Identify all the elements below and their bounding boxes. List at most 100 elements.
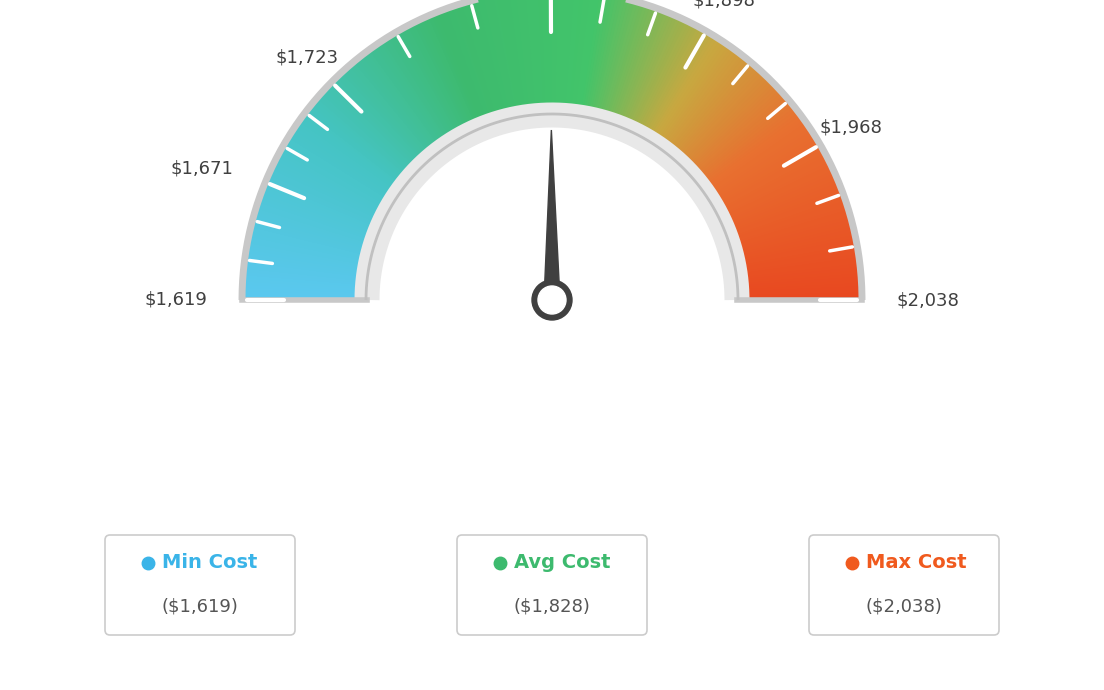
FancyBboxPatch shape	[457, 535, 647, 635]
Wedge shape	[731, 220, 852, 254]
Wedge shape	[242, 297, 367, 300]
Wedge shape	[724, 189, 842, 235]
Text: ($2,038): ($2,038)	[866, 598, 943, 616]
Wedge shape	[677, 72, 764, 165]
Wedge shape	[263, 186, 380, 234]
FancyBboxPatch shape	[809, 535, 999, 635]
Wedge shape	[340, 72, 427, 165]
Wedge shape	[248, 235, 371, 264]
Wedge shape	[656, 43, 729, 148]
Wedge shape	[357, 57, 437, 156]
Wedge shape	[707, 128, 811, 199]
Wedge shape	[258, 198, 378, 241]
Wedge shape	[723, 183, 840, 232]
Wedge shape	[737, 293, 862, 298]
Wedge shape	[311, 102, 410, 184]
Wedge shape	[293, 128, 397, 199]
Wedge shape	[253, 217, 374, 252]
Wedge shape	[254, 210, 375, 248]
Wedge shape	[267, 174, 383, 226]
Wedge shape	[691, 95, 787, 179]
Wedge shape	[658, 46, 732, 149]
Wedge shape	[732, 229, 854, 259]
Wedge shape	[693, 100, 790, 182]
Wedge shape	[375, 43, 448, 148]
Wedge shape	[352, 61, 434, 159]
Wedge shape	[468, 1, 505, 122]
Wedge shape	[733, 239, 857, 266]
Wedge shape	[245, 255, 369, 275]
Wedge shape	[277, 153, 389, 215]
Wedge shape	[273, 162, 386, 219]
Wedge shape	[256, 204, 376, 245]
Wedge shape	[615, 8, 660, 126]
Wedge shape	[319, 92, 414, 177]
Wedge shape	[274, 159, 388, 218]
Wedge shape	[734, 242, 857, 267]
Wedge shape	[604, 2, 641, 123]
Wedge shape	[725, 192, 843, 237]
Wedge shape	[692, 97, 788, 181]
Wedge shape	[567, 0, 581, 116]
Wedge shape	[372, 46, 446, 149]
Wedge shape	[602, 1, 638, 122]
Wedge shape	[716, 157, 828, 216]
Wedge shape	[586, 0, 614, 119]
Wedge shape	[736, 277, 861, 288]
Wedge shape	[618, 10, 666, 128]
Wedge shape	[655, 42, 726, 147]
Wedge shape	[562, 0, 572, 115]
Wedge shape	[323, 88, 417, 175]
Wedge shape	[705, 126, 810, 197]
Wedge shape	[736, 274, 861, 286]
Wedge shape	[247, 239, 371, 266]
Wedge shape	[444, 8, 489, 126]
Wedge shape	[314, 100, 411, 182]
Wedge shape	[493, 0, 519, 118]
Wedge shape	[585, 0, 611, 118]
Wedge shape	[243, 281, 368, 290]
Wedge shape	[497, 0, 521, 118]
Wedge shape	[242, 290, 368, 296]
Wedge shape	[316, 97, 412, 181]
Wedge shape	[599, 1, 636, 122]
Wedge shape	[732, 226, 853, 258]
Wedge shape	[651, 38, 721, 145]
Wedge shape	[362, 53, 440, 154]
Wedge shape	[426, 15, 478, 131]
Wedge shape	[662, 51, 740, 152]
Wedge shape	[667, 57, 747, 156]
Wedge shape	[350, 63, 433, 160]
Wedge shape	[688, 90, 783, 176]
Text: $1,968: $1,968	[819, 118, 882, 136]
Wedge shape	[400, 28, 463, 139]
Text: $1,619: $1,619	[145, 291, 208, 309]
Wedge shape	[664, 53, 742, 154]
Wedge shape	[722, 180, 839, 230]
Wedge shape	[432, 13, 482, 130]
Wedge shape	[611, 6, 654, 126]
Wedge shape	[242, 284, 368, 293]
Wedge shape	[321, 90, 416, 176]
Wedge shape	[517, 0, 532, 116]
Wedge shape	[679, 74, 766, 166]
Wedge shape	[344, 68, 429, 163]
Wedge shape	[704, 123, 808, 196]
Wedge shape	[285, 139, 394, 206]
Wedge shape	[549, 0, 552, 115]
Wedge shape	[730, 213, 850, 250]
Wedge shape	[336, 77, 424, 168]
Wedge shape	[733, 233, 856, 262]
Wedge shape	[535, 0, 544, 115]
Wedge shape	[552, 0, 555, 115]
Wedge shape	[697, 108, 797, 186]
Wedge shape	[261, 192, 379, 237]
Wedge shape	[370, 48, 445, 150]
Wedge shape	[570, 0, 584, 116]
Wedge shape	[255, 207, 375, 246]
Wedge shape	[423, 17, 477, 132]
Text: Avg Cost: Avg Cost	[514, 553, 611, 573]
Wedge shape	[728, 201, 847, 243]
Wedge shape	[307, 108, 407, 186]
Wedge shape	[722, 177, 838, 228]
